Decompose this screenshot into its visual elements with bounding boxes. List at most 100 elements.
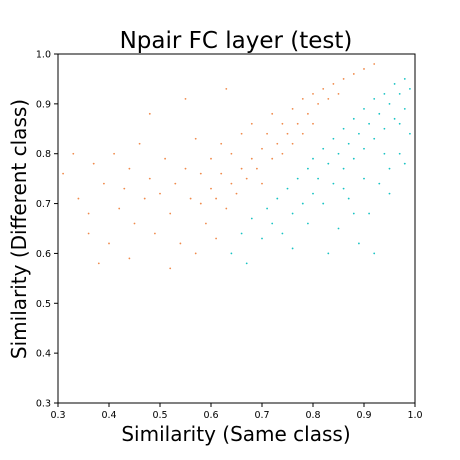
data-point: [194, 137, 197, 140]
data-point: [159, 192, 161, 195]
data-point: [148, 112, 151, 115]
data-point: [184, 97, 187, 100]
x-tick-label: 0.9: [356, 410, 371, 421]
x-tick-label: 1.0: [407, 410, 422, 421]
data-point: [215, 197, 218, 200]
data-point: [373, 137, 376, 140]
data-point: [210, 157, 212, 160]
y-axis: 0.3 0.4 0.5 0.6 0.7 0.8 0.9 1.0: [36, 50, 58, 410]
data-point: [118, 207, 121, 210]
x-tick-label: 0.3: [50, 410, 65, 421]
data-point: [271, 157, 274, 160]
data-point: [128, 257, 131, 260]
data-point: [220, 142, 223, 145]
data-point: [373, 252, 376, 255]
data-point: [388, 192, 391, 195]
data-point: [143, 197, 146, 200]
data-point: [230, 182, 233, 185]
data-point: [205, 222, 207, 225]
data-point: [281, 122, 284, 125]
data-point: [169, 212, 172, 215]
x-tick-label: 0.8: [305, 410, 320, 421]
data-point: [337, 92, 340, 95]
data-point: [383, 152, 386, 155]
data-point: [398, 92, 401, 95]
data-point: [383, 92, 386, 95]
data-point: [291, 212, 294, 215]
data-point: [307, 112, 309, 115]
data-point: [312, 192, 314, 195]
data-point: [312, 157, 314, 160]
data-point: [286, 187, 289, 190]
data-point: [363, 68, 365, 70]
y-tick-label: 0.6: [36, 249, 51, 260]
data-point: [378, 182, 381, 185]
data-point: [337, 152, 340, 155]
data-point: [352, 157, 355, 160]
chart-title: Npair FC layer (test): [120, 28, 353, 54]
data-point: [352, 117, 355, 120]
y-tick-label: 0.4: [36, 349, 51, 360]
data-point: [199, 172, 202, 175]
data-point: [266, 207, 268, 210]
data-point: [409, 132, 411, 135]
data-point: [337, 227, 340, 230]
data-point: [327, 162, 330, 165]
data-point: [281, 152, 284, 155]
data-point: [138, 142, 141, 145]
data-point: [409, 88, 411, 90]
data-point: [373, 97, 376, 100]
data-point: [291, 247, 294, 250]
data-point: [113, 152, 115, 155]
data-point: [388, 167, 391, 170]
data-point: [393, 117, 396, 120]
data-point: [352, 212, 355, 215]
y-tick-label: 0.8: [36, 149, 51, 160]
data-point: [225, 207, 228, 210]
data-point: [240, 132, 243, 135]
data-point: [256, 167, 258, 170]
data-point: [373, 63, 376, 65]
data-points: [62, 63, 411, 270]
data-point: [103, 182, 105, 185]
data-point: [301, 132, 304, 135]
data-point: [235, 192, 238, 195]
data-point: [403, 78, 406, 80]
plot-frame: [57, 53, 416, 404]
plot-area: [58, 54, 415, 403]
data-point: [271, 112, 274, 115]
data-point: [317, 102, 319, 105]
data-point: [378, 112, 381, 115]
data-point: [250, 217, 253, 220]
data-point: [189, 197, 192, 200]
data-point: [225, 88, 228, 90]
data-point: [87, 212, 90, 215]
data-point: [174, 182, 177, 185]
data-point: [403, 162, 406, 165]
data-point: [296, 177, 299, 180]
data-point: [210, 187, 212, 190]
y-tick-label: 0.9: [36, 99, 51, 110]
data-point: [245, 177, 248, 180]
data-point: [301, 202, 304, 205]
data-point: [164, 157, 167, 160]
x-axis-label: Similarity (Same class): [121, 422, 350, 446]
data-point: [281, 232, 284, 235]
data-point: [322, 202, 325, 205]
data-point: [312, 92, 314, 95]
data-point: [220, 172, 223, 175]
data-point: [388, 102, 391, 105]
data-point: [307, 222, 309, 225]
data-point: [169, 267, 172, 270]
data-point: [240, 232, 243, 235]
data-point: [322, 88, 325, 90]
data-point: [133, 222, 136, 225]
data-point: [261, 147, 263, 150]
data-point: [342, 78, 345, 80]
x-tick-label: 0.5: [152, 410, 167, 421]
data-point: [368, 212, 370, 215]
y-axis-label: Similarity (Different class): [7, 99, 31, 359]
data-point: [261, 237, 263, 240]
data-point: [332, 182, 335, 185]
